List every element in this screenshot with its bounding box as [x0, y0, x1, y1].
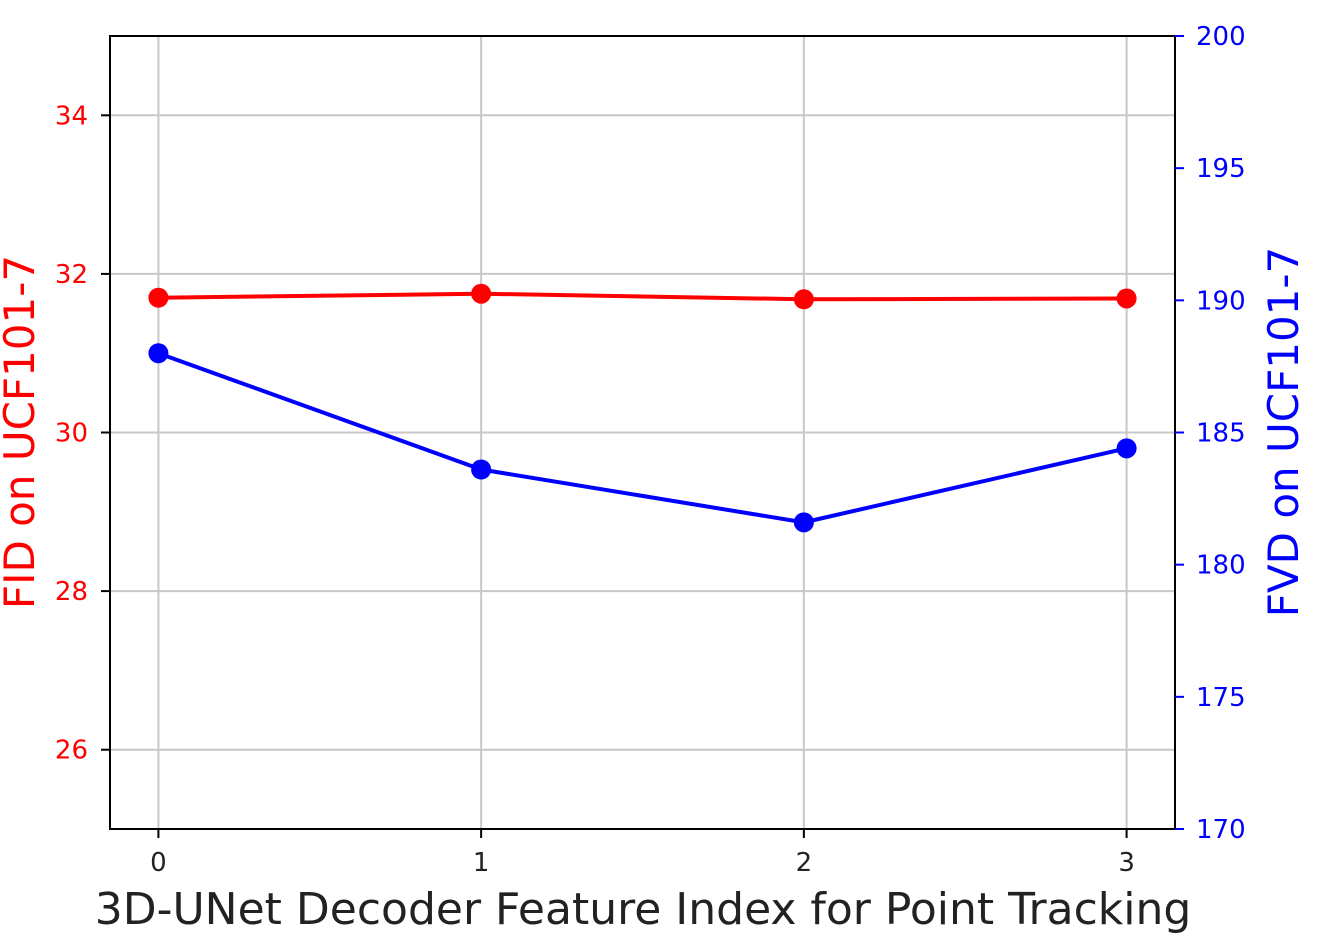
right-y-axis-title: FVD on UCF101-7 — [1259, 247, 1308, 618]
left-y-tick-label: 26 — [55, 736, 88, 766]
fvd-data-point — [148, 343, 169, 364]
x-tick-label: 1 — [473, 848, 490, 878]
fvd-data-point — [471, 459, 492, 480]
fvd-series-line — [157, 351, 1128, 525]
right-y-tick-label: 190 — [1196, 286, 1246, 316]
fid-data-point — [148, 287, 169, 308]
tick-labels: 0 1 2 3 26 28 30 32 34 170 175 180 185 190 195 200 — [55, 22, 1246, 878]
fid-data-point — [1116, 288, 1137, 309]
axis-ticks — [101, 35, 1184, 838]
fid-series-line — [158, 291, 1127, 302]
left-y-tick-label: 32 — [55, 260, 88, 290]
right-y-tick-label: 200 — [1196, 22, 1246, 52]
fvd-data-point — [793, 512, 814, 533]
fvd-data-point — [1116, 438, 1137, 459]
grid-lines — [110, 36, 1175, 829]
x-axis-title: 3D-UNet Decoder Feature Index for Point … — [95, 884, 1192, 933]
x-tick-label: 3 — [1118, 848, 1135, 878]
x-tick-label: 0 — [150, 848, 167, 878]
left-y-tick-label: 34 — [55, 101, 88, 131]
right-y-tick-label: 185 — [1196, 419, 1246, 449]
right-y-tick-label: 180 — [1196, 551, 1246, 581]
right-y-tick-label: 175 — [1196, 683, 1246, 713]
fid-data-point — [471, 283, 492, 304]
left-y-tick-label: 30 — [55, 419, 88, 449]
left-y-axis-title: FID on UCF101-7 — [0, 255, 44, 609]
x-tick-label: 2 — [796, 848, 813, 878]
left-y-tick-label: 28 — [55, 577, 88, 607]
series-markers — [148, 283, 1137, 533]
series-lines — [157, 291, 1128, 525]
fid-data-point — [793, 289, 814, 310]
right-y-tick-label: 195 — [1196, 154, 1246, 184]
right-y-tick-label: 170 — [1196, 815, 1246, 845]
